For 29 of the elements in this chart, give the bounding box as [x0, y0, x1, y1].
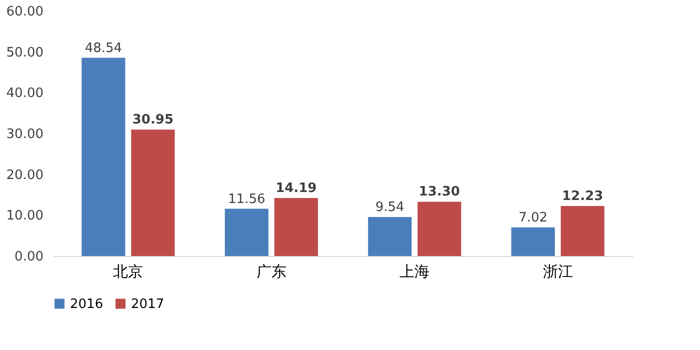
bar [368, 217, 412, 256]
bar [511, 227, 555, 256]
bar [82, 58, 126, 256]
x-tick-label: 上海 [400, 262, 430, 280]
bar [131, 130, 175, 256]
y-tick-label: 50.00 [6, 45, 44, 60]
legend-label: 2016 [70, 296, 104, 312]
text: 11.56 [228, 192, 266, 207]
text: 7.02 [518, 210, 548, 226]
y-tick-label: 60.00 [6, 4, 44, 20]
y-tick-label: 20.00 [6, 168, 44, 183]
legend-label: 2017 [131, 296, 164, 312]
text: 12.23 [562, 189, 604, 204]
text: 9.54 [375, 200, 404, 216]
y-tick-label: 30.00 [6, 127, 44, 142]
y-tick-label: 40.00 [6, 86, 44, 102]
bar [560, 206, 604, 256]
x-tick-label: 广东 [256, 262, 286, 280]
text: 14.19 [276, 181, 317, 196]
text: 48.54 [84, 40, 122, 56]
bar [274, 198, 318, 256]
x-tick-label: 北京 [113, 262, 144, 280]
y-tick-label: 0.00 [14, 250, 44, 264]
x-tick-label: 浙江 [542, 262, 573, 280]
bar [224, 208, 268, 256]
y-tick-label: 10.00 [6, 208, 44, 224]
text: 30.95 [132, 112, 174, 128]
bar [418, 202, 462, 256]
text: 13.30 [418, 184, 460, 200]
